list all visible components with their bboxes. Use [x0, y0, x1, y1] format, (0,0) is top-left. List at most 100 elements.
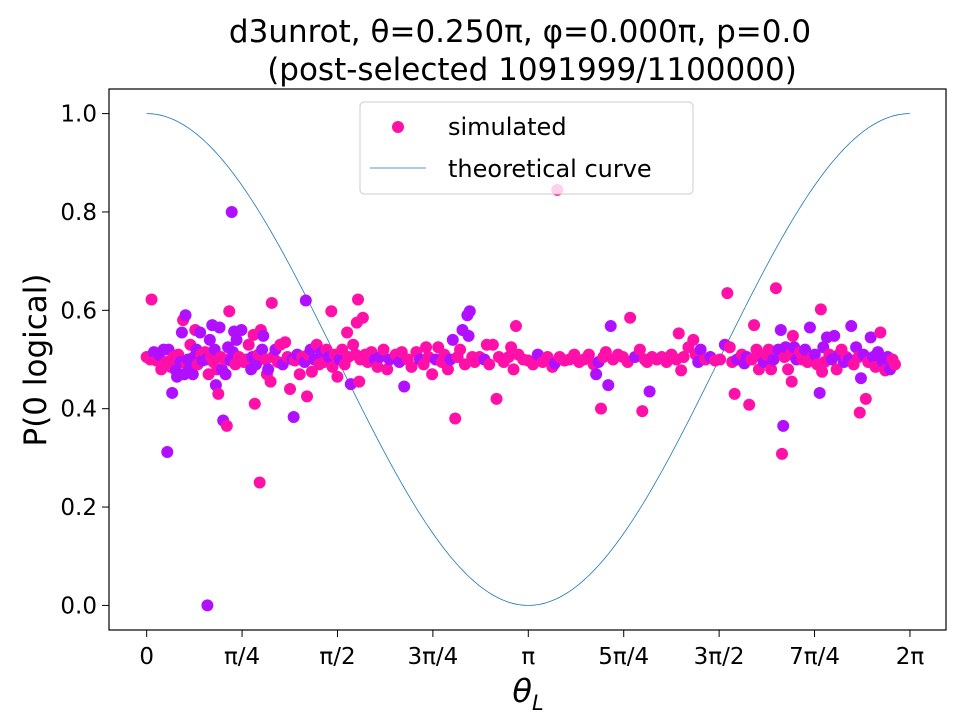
legend: simulated theoretical curve — [359, 101, 694, 195]
data-point-131 — [377, 343, 390, 356]
data-point-46 — [213, 321, 226, 334]
data-point-60 — [230, 333, 243, 346]
data-point-231 — [723, 341, 736, 354]
x-axis-label-main: θ — [512, 672, 532, 710]
y-axis-ticks: 0.0 0.2 0.4 0.6 0.8 1.0 — [60, 102, 109, 619]
data-point-173 — [507, 363, 520, 376]
data-point-195 — [595, 402, 607, 415]
data-point-51 — [219, 368, 232, 381]
y-tick-label-4: 0.8 — [60, 200, 97, 226]
x-axis-label: θL — [512, 672, 543, 715]
x-axis-ticks: 0 π/4 π/2 3π/4 π 5π/4 3π/2 7π/4 2π — [139, 630, 924, 670]
x-tick-label-6: 3π/2 — [694, 644, 745, 670]
data-point-65 — [242, 338, 255, 351]
data-point-292 — [859, 392, 872, 405]
data-point-246 — [762, 343, 775, 356]
y-tick-label-3: 0.6 — [60, 298, 97, 324]
data-point-233 — [728, 387, 741, 400]
data-point-252 — [776, 447, 788, 460]
data-point-31 — [194, 326, 207, 339]
data-point-239 — [745, 353, 758, 366]
data-point-159 — [462, 329, 475, 342]
data-point-75 — [257, 329, 270, 342]
data-point-258 — [785, 375, 798, 388]
data-point-272 — [816, 365, 829, 378]
data-point-204 — [624, 311, 637, 324]
data-point-145 — [426, 368, 439, 381]
data-point-18 — [175, 326, 188, 339]
data-point-111 — [331, 370, 344, 383]
x-tick-label-2: π/2 — [319, 644, 355, 670]
data-point-124 — [356, 311, 369, 324]
data-point-268 — [808, 348, 821, 361]
data-point-207 — [636, 405, 649, 418]
data-point-93 — [293, 368, 306, 381]
data-point-287 — [850, 341, 863, 354]
data-point-26 — [186, 368, 199, 381]
data-point-21 — [179, 309, 192, 322]
data-point-166 — [483, 358, 496, 371]
data-point-160 — [463, 305, 476, 318]
theoretical-curve-layer — [146, 113, 910, 606]
data-point-270 — [813, 386, 826, 399]
data-point-247 — [765, 363, 778, 376]
data-point-115 — [341, 326, 354, 339]
data-point-74 — [256, 343, 269, 356]
data-point-45 — [212, 387, 225, 400]
data-point-197 — [599, 346, 612, 359]
data-point-206 — [633, 343, 646, 356]
data-point-96 — [299, 294, 312, 307]
y-tick-label-5: 1.0 — [60, 102, 97, 128]
data-point-70 — [249, 358, 262, 371]
data-point-171 — [502, 351, 515, 364]
data-point-210 — [643, 385, 656, 398]
data-point-54 — [223, 305, 236, 318]
data-point-109 — [326, 360, 339, 373]
data-point-78 — [262, 363, 275, 376]
data-point-221 — [687, 333, 700, 346]
x-tick-label-7: 7π/4 — [789, 644, 840, 670]
data-point-80 — [265, 296, 278, 309]
data-point-228 — [714, 353, 727, 366]
x-axis-label-subscript: L — [532, 691, 544, 715]
y-tick-label-0: 0.0 — [60, 593, 97, 619]
data-point-238 — [743, 398, 756, 411]
data-point-88 — [284, 383, 297, 396]
data-point-90 — [287, 411, 300, 424]
data-point-259 — [786, 329, 799, 342]
data-point-251 — [774, 323, 787, 336]
data-point-69 — [248, 397, 261, 410]
data-point-121 — [352, 293, 365, 306]
y-tick-label-1: 0.2 — [60, 495, 97, 521]
data-point-256 — [782, 363, 795, 376]
data-point-9 — [161, 445, 174, 458]
data-point-36 — [201, 599, 214, 612]
data-point-56 — [225, 205, 238, 218]
data-point-62 — [235, 323, 248, 336]
theoretical-curve — [146, 113, 910, 606]
data-point-108 — [325, 305, 338, 318]
data-point-143 — [420, 341, 433, 354]
data-point-86 — [279, 336, 292, 349]
data-point-167 — [486, 338, 499, 351]
data-point-249 — [769, 282, 782, 295]
legend-marker-simulated — [392, 121, 404, 133]
data-point-278 — [828, 329, 841, 342]
data-point-297 — [871, 346, 884, 359]
x-tick-label-3: 3π/4 — [407, 644, 458, 670]
legend-box — [359, 101, 694, 195]
scatter-points — [140, 183, 901, 612]
data-point-178 — [526, 358, 539, 371]
data-point-289 — [853, 406, 866, 419]
data-point-132 — [381, 363, 394, 376]
x-tick-label-5: 5π/4 — [598, 644, 649, 670]
legend-label-simulated: simulated — [448, 113, 567, 141]
data-point-217 — [672, 327, 685, 340]
data-point-153 — [449, 412, 462, 425]
data-point-157 — [458, 358, 471, 371]
data-point-304 — [888, 358, 901, 371]
data-point-298 — [874, 326, 887, 339]
data-point-139 — [405, 360, 418, 373]
data-point-193 — [590, 368, 603, 381]
data-point-290 — [854, 372, 867, 385]
